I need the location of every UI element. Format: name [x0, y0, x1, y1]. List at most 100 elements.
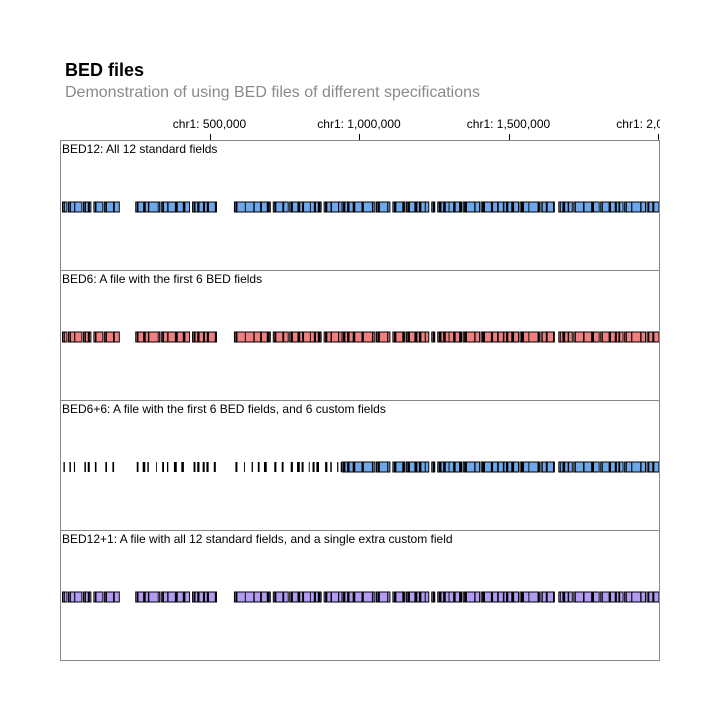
bed-feature[interactable]	[405, 201, 430, 213]
bed-feature[interactable]	[162, 462, 184, 472]
bed-feature[interactable]	[437, 461, 463, 473]
bed-feature[interactable]	[558, 591, 573, 603]
bed-feature[interactable]	[462, 201, 481, 213]
bed-feature[interactable]	[192, 201, 217, 213]
bed-feature[interactable]	[341, 591, 376, 603]
bed-feature[interactable]	[431, 201, 436, 213]
bed-feature[interactable]	[323, 591, 343, 603]
bed-feature[interactable]	[646, 331, 659, 343]
bed-feature[interactable]	[431, 591, 436, 603]
bed-feature[interactable]	[235, 462, 267, 472]
bed-feature[interactable]	[392, 461, 406, 473]
bed-feature[interactable]	[82, 591, 92, 603]
bed-feature[interactable]	[392, 201, 406, 213]
bed-feature[interactable]	[192, 331, 217, 343]
bed-feature[interactable]	[272, 201, 289, 213]
bed-feature[interactable]	[233, 331, 271, 343]
bed-feature[interactable]	[272, 331, 289, 343]
bed-feature[interactable]	[93, 591, 104, 603]
bed-feature[interactable]	[646, 201, 659, 213]
bed-feature[interactable]	[573, 201, 600, 213]
bed-feature[interactable]	[135, 201, 161, 213]
bed-feature[interactable]	[233, 201, 271, 213]
bed-feature[interactable]	[93, 331, 104, 343]
bed-feature[interactable]	[392, 591, 406, 603]
bed-feature[interactable]	[323, 201, 343, 213]
bed-feature[interactable]	[480, 331, 519, 343]
bed-feature[interactable]	[136, 462, 157, 472]
bed-feature[interactable]	[600, 331, 624, 343]
bed-feature[interactable]	[103, 591, 120, 603]
bed-feature[interactable]	[61, 591, 68, 603]
bed-feature[interactable]	[61, 331, 68, 343]
bed-feature[interactable]	[69, 462, 76, 472]
bed-feature[interactable]	[558, 331, 573, 343]
bed-feature[interactable]	[375, 331, 391, 343]
bed-feature[interactable]	[160, 591, 191, 603]
bed-feature[interactable]	[646, 461, 659, 473]
bed-feature[interactable]	[462, 461, 481, 473]
bed-feature[interactable]	[624, 331, 647, 343]
bed-feature[interactable]	[82, 331, 92, 343]
bed-feature[interactable]	[375, 461, 391, 473]
bed-feature[interactable]	[573, 331, 600, 343]
bed-feature[interactable]	[392, 331, 406, 343]
bed-feature[interactable]	[61, 201, 68, 213]
bed-feature[interactable]	[480, 201, 519, 213]
bed-feature[interactable]	[573, 461, 600, 473]
bed-feature[interactable]	[519, 331, 540, 343]
bed-feature[interactable]	[290, 462, 319, 472]
bed-feature[interactable]	[519, 201, 540, 213]
bed-feature[interactable]	[82, 201, 92, 213]
bed-feature[interactable]	[600, 201, 624, 213]
bed-feature[interactable]	[93, 201, 104, 213]
bed-feature[interactable]	[341, 331, 376, 343]
bed-feature[interactable]	[233, 591, 271, 603]
bed-feature[interactable]	[600, 461, 624, 473]
bed-feature[interactable]	[272, 591, 289, 603]
bed-feature[interactable]	[600, 591, 624, 603]
bed-feature[interactable]	[323, 331, 343, 343]
bed-feature[interactable]	[405, 461, 430, 473]
bed-feature[interactable]	[573, 591, 600, 603]
bed-feature[interactable]	[558, 201, 573, 213]
bed-feature[interactable]	[480, 591, 519, 603]
bed-feature[interactable]	[405, 591, 430, 603]
bed-feature[interactable]	[540, 331, 555, 343]
bed-feature[interactable]	[519, 461, 540, 473]
bed-feature[interactable]	[519, 591, 540, 603]
bed-feature[interactable]	[325, 462, 343, 472]
bed-feature[interactable]	[103, 201, 120, 213]
bed-feature[interactable]	[375, 201, 391, 213]
bed-feature[interactable]	[462, 591, 481, 603]
bed-feature[interactable]	[192, 591, 217, 603]
bed-feature[interactable]	[405, 331, 430, 343]
bed-feature[interactable]	[94, 462, 97, 472]
bed-feature[interactable]	[63, 462, 65, 472]
bed-feature[interactable]	[135, 331, 161, 343]
bed-feature[interactable]	[274, 462, 284, 472]
bed-feature[interactable]	[67, 591, 83, 603]
bed-feature[interactable]	[193, 462, 216, 472]
bed-feature[interactable]	[375, 591, 391, 603]
bed-feature[interactable]	[624, 591, 647, 603]
bed-feature[interactable]	[160, 201, 191, 213]
bed-feature[interactable]	[341, 201, 376, 213]
bed-feature[interactable]	[624, 461, 647, 473]
bed-feature[interactable]	[289, 591, 322, 603]
bed-feature[interactable]	[558, 461, 573, 473]
bed-feature[interactable]	[540, 461, 555, 473]
bed-feature[interactable]	[105, 462, 115, 472]
bed-feature[interactable]	[437, 591, 463, 603]
bed-feature[interactable]	[437, 201, 463, 213]
bed-feature[interactable]	[341, 461, 376, 473]
bed-feature[interactable]	[67, 201, 83, 213]
bed-feature[interactable]	[431, 331, 436, 343]
bed-feature[interactable]	[431, 461, 436, 473]
bed-feature[interactable]	[540, 201, 555, 213]
bed-feature[interactable]	[103, 331, 120, 343]
bed-feature[interactable]	[462, 331, 481, 343]
bed-feature[interactable]	[67, 331, 83, 343]
bed-feature[interactable]	[160, 331, 191, 343]
bed-feature[interactable]	[437, 331, 463, 343]
